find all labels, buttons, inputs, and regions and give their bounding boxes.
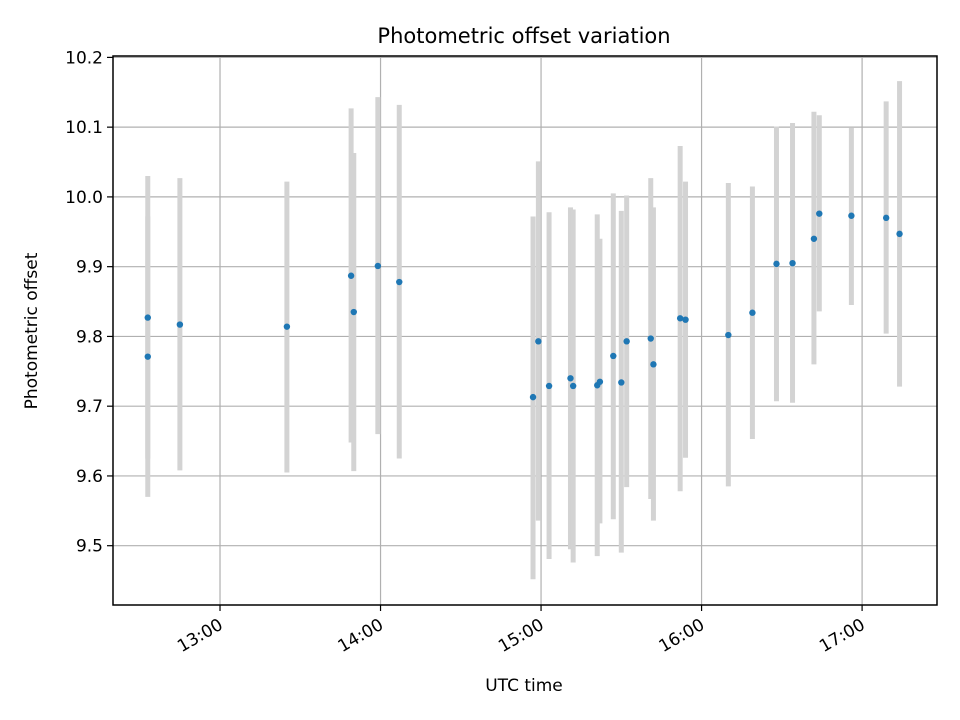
- data-point: [773, 260, 780, 268]
- y-axis-label: Photometric offset: [22, 252, 42, 409]
- data-point: [144, 353, 151, 360]
- data-point: [647, 335, 654, 342]
- data-point: [848, 212, 855, 219]
- data-point: [676, 315, 684, 322]
- data-point: [176, 321, 184, 328]
- data-point: [816, 210, 823, 217]
- y-tick-label: 9.8: [76, 327, 103, 347]
- y-tick-label: 10.2: [65, 48, 103, 68]
- chart-title: Photometric offset variation: [377, 24, 670, 48]
- data-point: [350, 308, 357, 316]
- data-point: [535, 338, 542, 345]
- data-points: [144, 210, 903, 401]
- y-tick-label: 9.7: [76, 397, 103, 417]
- data-point: [144, 314, 151, 321]
- grid-lines: [113, 56, 937, 605]
- data-point: [749, 309, 756, 316]
- data-point: [623, 338, 630, 345]
- data-point: [396, 278, 403, 286]
- data-point: [650, 361, 657, 368]
- data-point: [810, 235, 818, 242]
- data-point: [789, 259, 796, 267]
- data-point: [283, 323, 291, 330]
- data-point: [569, 382, 577, 390]
- y-tick-label: 9.6: [76, 467, 103, 487]
- data-point: [682, 316, 689, 323]
- data-point: [882, 214, 890, 222]
- data-point: [618, 379, 625, 386]
- y-tick-label: 9.9: [76, 258, 103, 278]
- data-point: [374, 262, 382, 270]
- data-point: [567, 375, 574, 382]
- data-point: [896, 230, 903, 238]
- x-axis-label: UTC time: [485, 676, 563, 696]
- y-tick-label: 10.0: [65, 188, 103, 208]
- axes-frame: [112, 55, 938, 606]
- data-point: [529, 393, 537, 401]
- data-point: [610, 352, 617, 360]
- data-point: [545, 382, 553, 390]
- data-point: [725, 331, 732, 339]
- y-tick-label: 10.1: [65, 118, 103, 138]
- y-tick-label: 9.5: [76, 537, 103, 557]
- data-point: [596, 378, 604, 385]
- data-point: [347, 272, 355, 279]
